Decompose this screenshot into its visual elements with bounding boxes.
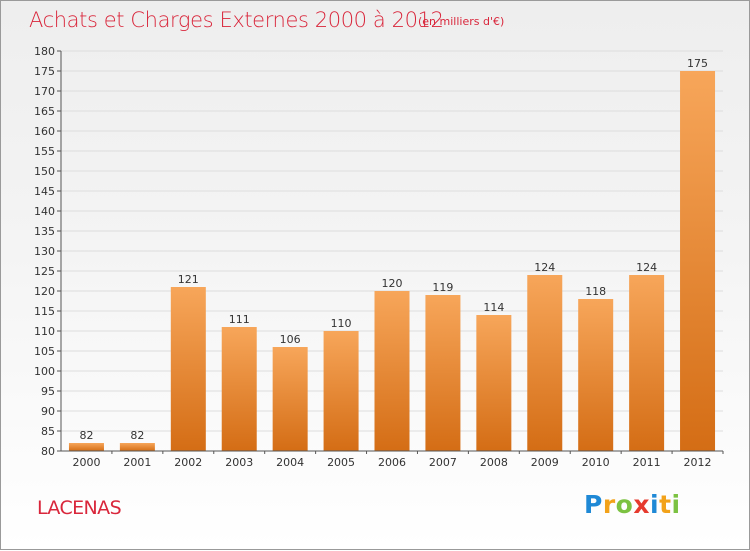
y-tick-label: 100 xyxy=(34,365,55,378)
bar-value-label: 110 xyxy=(331,317,352,330)
y-tick-label: 130 xyxy=(34,245,55,258)
y-tick-label: 145 xyxy=(34,185,55,198)
bar-value-label: 114 xyxy=(483,301,504,314)
bar-value-label: 124 xyxy=(636,261,657,274)
logo-letter: i xyxy=(650,490,660,519)
y-tick-label: 115 xyxy=(34,305,55,318)
x-tick-label: 2009 xyxy=(531,456,559,469)
bar-2009 xyxy=(527,275,563,451)
x-tick-label: 2011 xyxy=(633,456,661,469)
bar-2005 xyxy=(323,331,359,451)
y-tick-label: 80 xyxy=(41,445,55,458)
bar-2006 xyxy=(374,291,410,451)
y-tick-label: 150 xyxy=(34,165,55,178)
bar-value-label: 118 xyxy=(585,285,606,298)
x-tick-label: 2007 xyxy=(429,456,457,469)
x-tick-label: 2002 xyxy=(174,456,202,469)
x-tick-label: 2010 xyxy=(582,456,610,469)
bar-2011 xyxy=(629,275,665,451)
bar-2000 xyxy=(68,443,104,451)
x-tick-label: 2000 xyxy=(72,456,100,469)
x-tick-label: 2006 xyxy=(378,456,406,469)
logo-letter: t xyxy=(659,490,672,519)
logo-letter: r xyxy=(602,490,616,519)
chart-subtitle: (en milliers d'€) xyxy=(418,15,505,28)
y-tick-label: 120 xyxy=(34,285,55,298)
y-tick-label: 160 xyxy=(34,125,55,138)
x-tick-label: 2005 xyxy=(327,456,355,469)
bar-value-label: 175 xyxy=(687,57,708,70)
y-tick-label: 170 xyxy=(34,85,55,98)
bar-2007 xyxy=(425,295,461,451)
x-tick-label: 2008 xyxy=(480,456,508,469)
y-tick-label: 85 xyxy=(41,425,55,438)
bar-value-label: 121 xyxy=(178,273,199,286)
bar-2012 xyxy=(680,71,716,451)
bars: 82 82 121 111 106 110 120 119 114 124 118 124 175 xyxy=(68,57,716,451)
bar-2002 xyxy=(170,287,206,451)
bar-value-label: 119 xyxy=(432,281,453,294)
chart-title: Achats et Charges Externes 2000 à 2012 xyxy=(29,8,444,32)
y-tick-label: 90 xyxy=(41,405,55,418)
y-tick-label: 135 xyxy=(34,225,55,238)
logo-letter: P xyxy=(584,490,603,519)
bar-2010 xyxy=(578,299,614,451)
logo-letter: o xyxy=(615,490,634,519)
bar-value-label: 111 xyxy=(229,313,250,326)
y-tick-label: 105 xyxy=(34,345,55,358)
y-tick-label: 125 xyxy=(34,265,55,278)
x-tick-label: 2001 xyxy=(123,456,151,469)
logo-letter: x xyxy=(633,490,650,519)
bar-2003 xyxy=(221,327,257,451)
bar-2004 xyxy=(272,347,308,451)
y-tick-label: 180 xyxy=(34,45,55,58)
bar-value-label: 82 xyxy=(79,429,93,442)
y-tick-label: 175 xyxy=(34,65,55,78)
y-tick-label: 110 xyxy=(34,325,55,338)
x-tick-label: 2004 xyxy=(276,456,304,469)
bar-2001 xyxy=(119,443,155,451)
y-tick-label: 155 xyxy=(34,145,55,158)
bar-value-label: 82 xyxy=(130,429,144,442)
y-tick-label: 95 xyxy=(41,385,55,398)
y-tick-label: 165 xyxy=(34,105,55,118)
x-tick-label: 2012 xyxy=(684,456,712,469)
bar-value-label: 124 xyxy=(534,261,555,274)
bar-value-label: 106 xyxy=(280,333,301,346)
x-tick-label: 2003 xyxy=(225,456,253,469)
logo-letter: i xyxy=(671,490,681,519)
axes: 80 85 90 95 100 105 110 115 120 125 130 135 140 145 15… xyxy=(34,45,724,469)
bar-value-label: 120 xyxy=(382,277,403,290)
y-tick-label: 140 xyxy=(34,205,55,218)
bar-2008 xyxy=(476,315,512,451)
commune-name: LACENAS xyxy=(37,497,122,519)
proxiti-logo: Proxiti xyxy=(584,490,681,519)
